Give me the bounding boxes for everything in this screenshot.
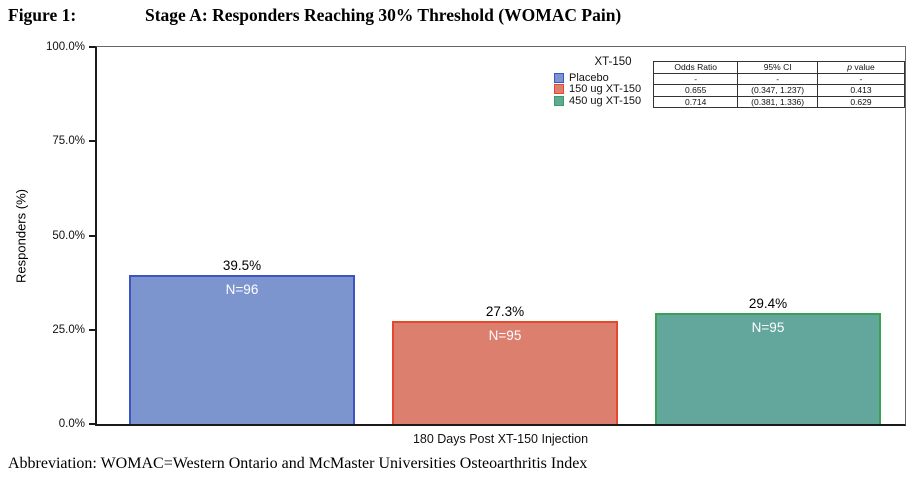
legend-title: XT-150 (594, 56, 632, 68)
bar-placebo: 39.5% N=96 (129, 258, 355, 424)
legend-label: Placebo (569, 71, 609, 84)
odds-ratio-cell: 0.655 (652, 84, 739, 97)
ci-cell: - (737, 72, 818, 85)
x-axis-label: 180 Days Post XT-150 Injection (412, 432, 589, 446)
tick-mark (89, 328, 95, 331)
legend-item-450ug: 450 ug XT-150 (554, 95, 672, 107)
tick-mark (89, 423, 95, 425)
plot-area: 100.0% 75.0% 50.0% 25.0% 0.0% 39.5% N=96… (46, 41, 906, 430)
ci-cell: (0.381, 1.336) (737, 95, 818, 108)
table-row-450ug: 0.714 (0.381, 1.336) 0.629 (652, 95, 906, 108)
table-row-placebo: - - - (652, 72, 906, 85)
pvalue-cell: - (816, 72, 906, 85)
table-row-150ug: 0.655 (0.347, 1.237) 0.413 (652, 84, 906, 97)
bar-n-label: N=95 (751, 319, 785, 335)
abbreviation-footnote: Abbreviation: WOMAC=Western Ontario and … (8, 455, 588, 472)
150ug-color-swatch (554, 84, 564, 95)
pvalue-cell: 0.413 (816, 84, 906, 97)
legend-item-placebo: Placebo (554, 72, 672, 84)
col-header-pvalue: p value (816, 61, 906, 74)
450ug-color-swatch (554, 95, 564, 106)
bar-value-label: 27.3% (485, 303, 525, 319)
figure-heading: Stage A: Responders Reaching 30% Thresho… (145, 5, 622, 25)
y-tick-label: 0.0% (58, 418, 85, 430)
legend-label: 150 ug XT-150 (569, 83, 642, 96)
tick-mark (89, 234, 95, 237)
bar-n-label: N=96 (225, 281, 259, 297)
legend-label: 450 ug XT-150 (569, 94, 642, 107)
y-tick-label: 25.0% (52, 323, 85, 336)
y-tick-label: 75.0% (52, 135, 85, 148)
col-header-odds-ratio: Odds Ratio (652, 61, 739, 74)
bar-n-label: N=95 (488, 327, 522, 343)
col-header-95ci: 95% CI (737, 61, 818, 74)
placebo-color-swatch (554, 72, 564, 83)
bar-value-label: 39.5% (222, 257, 262, 273)
pvalue-cell: 0.629 (816, 95, 906, 108)
legend: XT-150 Placebo 150 ug XT-150 450 ug XT-1… (554, 56, 672, 107)
odds-ratio-cell: - (652, 72, 739, 85)
bar-450ug: 29.4% N=95 (655, 296, 881, 424)
legend-item-150ug: 150 ug XT-150 (554, 83, 672, 96)
y-tick-label: 50.0% (52, 229, 85, 242)
figure-number-label: Figure 1: (8, 5, 77, 25)
table-header-row: Odds Ratio 95% CI p value (652, 61, 906, 74)
ci-cell: (0.347, 1.237) (737, 84, 818, 97)
y-tick-label: 100.0% (45, 41, 85, 53)
bar-150ug: 27.3% N=95 (392, 304, 618, 424)
figure-title: Figure 1: Stage A: Responders Reaching 30… (8, 5, 621, 26)
tick-mark (89, 46, 95, 48)
odds-ratio-table: Odds Ratio 95% CI p value - - - 0.655 (0… (652, 61, 906, 108)
bar-value-label: 29.4% (748, 295, 788, 311)
tick-mark (89, 140, 95, 143)
odds-ratio-cell: 0.714 (652, 95, 739, 108)
